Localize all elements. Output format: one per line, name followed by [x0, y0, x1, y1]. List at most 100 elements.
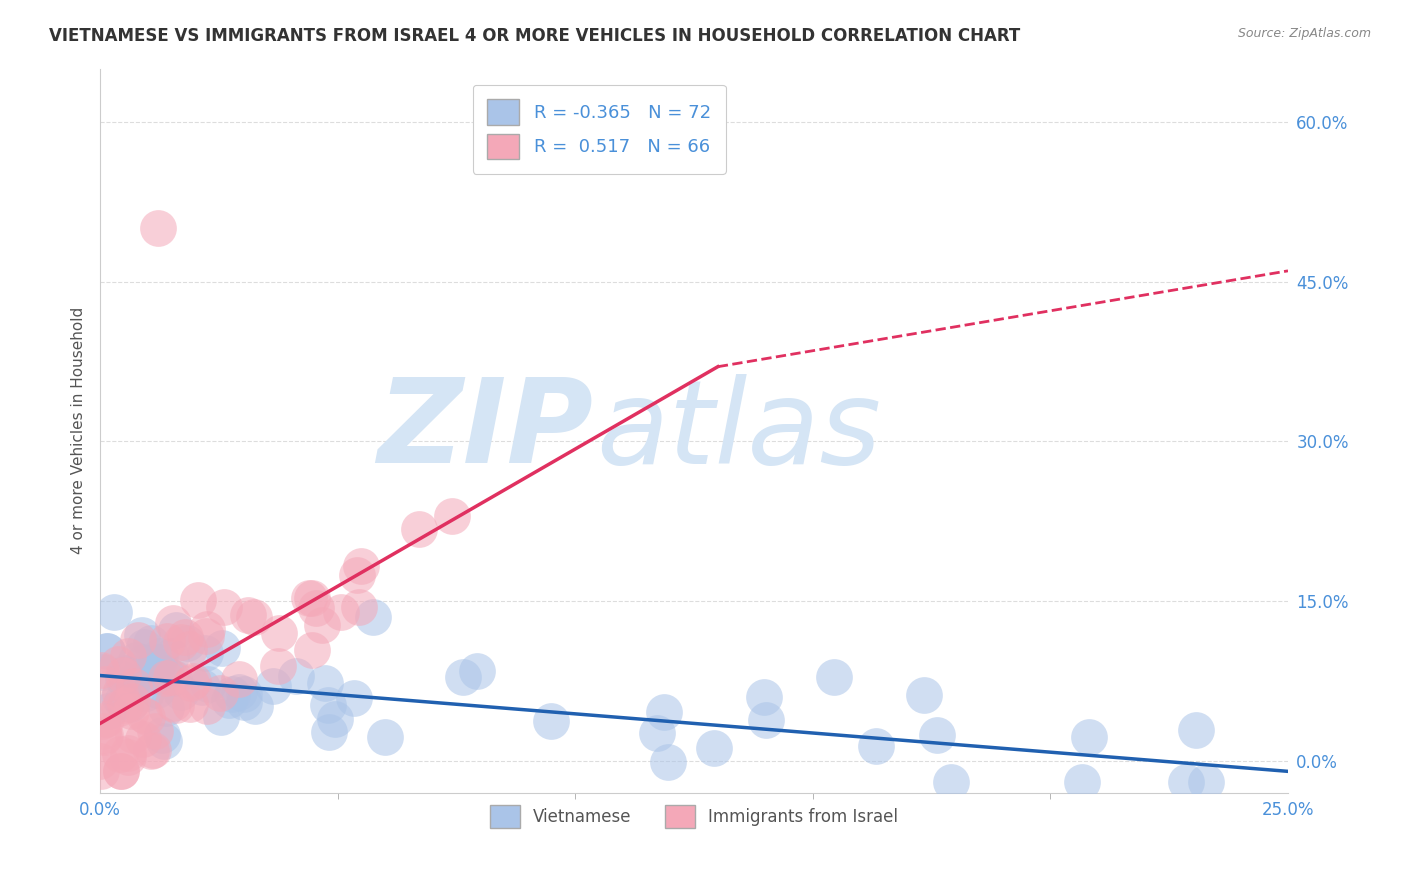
- Point: [143, 723, 166, 738]
- Point: [111, 694, 134, 708]
- Point: [267, 658, 290, 673]
- Point: [363, 609, 385, 624]
- Point: [121, 674, 143, 689]
- Point: [755, 713, 778, 727]
- Point: [233, 695, 256, 709]
- Point: [165, 698, 187, 713]
- Point: [221, 687, 243, 701]
- Point: [162, 696, 184, 710]
- Point: [94, 677, 117, 691]
- Point: [243, 610, 266, 624]
- Point: [160, 670, 183, 684]
- Point: [305, 601, 328, 615]
- Point: [150, 728, 173, 742]
- Point: [243, 698, 266, 713]
- Point: [117, 746, 139, 760]
- Point: [451, 670, 474, 684]
- Point: [465, 664, 488, 678]
- Point: [195, 623, 218, 637]
- Point: [267, 625, 290, 640]
- Point: [657, 755, 679, 769]
- Point: [149, 648, 172, 663]
- Point: [194, 629, 217, 643]
- Point: [118, 697, 141, 711]
- Point: [103, 605, 125, 619]
- Point: [114, 698, 136, 713]
- Point: [408, 522, 430, 536]
- Point: [156, 633, 179, 648]
- Point: [153, 734, 176, 748]
- Point: [218, 693, 240, 707]
- Point: [183, 673, 205, 688]
- Point: [197, 676, 219, 690]
- Point: [155, 671, 177, 685]
- Point: [155, 665, 177, 680]
- Point: [209, 709, 232, 723]
- Point: [143, 657, 166, 672]
- Point: [343, 691, 366, 706]
- Point: [110, 764, 132, 779]
- Point: [1071, 775, 1094, 789]
- Point: [94, 728, 117, 742]
- Point: [262, 679, 284, 693]
- Point: [180, 676, 202, 690]
- Point: [754, 690, 776, 704]
- Point: [1174, 775, 1197, 789]
- Point: [347, 599, 370, 614]
- Point: [96, 644, 118, 658]
- Point: [228, 672, 250, 686]
- Point: [89, 754, 111, 768]
- Point: [159, 649, 181, 664]
- Point: [176, 636, 198, 650]
- Point: [314, 675, 336, 690]
- Point: [301, 591, 323, 606]
- Point: [97, 704, 120, 718]
- Point: [122, 728, 145, 742]
- Text: Source: ZipAtlas.com: Source: ZipAtlas.com: [1237, 27, 1371, 40]
- Point: [297, 591, 319, 605]
- Point: [179, 698, 201, 712]
- Legend: Vietnamese, Immigrants from Israel: Vietnamese, Immigrants from Israel: [484, 798, 905, 835]
- Point: [301, 643, 323, 657]
- Point: [132, 731, 155, 746]
- Point: [108, 700, 131, 714]
- Point: [121, 694, 143, 708]
- Point: [125, 653, 148, 667]
- Point: [132, 640, 155, 654]
- Point: [173, 630, 195, 644]
- Point: [146, 221, 169, 235]
- Point: [94, 712, 117, 726]
- Point: [132, 708, 155, 723]
- Point: [284, 669, 307, 683]
- Point: [346, 567, 368, 582]
- Point: [927, 728, 949, 742]
- Point: [91, 665, 114, 679]
- Point: [823, 669, 845, 683]
- Point: [329, 605, 352, 619]
- Point: [90, 764, 112, 779]
- Point: [112, 668, 135, 682]
- Point: [117, 750, 139, 764]
- Point: [162, 616, 184, 631]
- Point: [233, 688, 256, 702]
- Point: [236, 608, 259, 623]
- Point: [912, 688, 935, 702]
- Point: [114, 666, 136, 681]
- Point: [1185, 723, 1208, 737]
- Point: [96, 644, 118, 658]
- Point: [191, 680, 214, 694]
- Point: [148, 655, 170, 669]
- Point: [131, 628, 153, 642]
- Point: [865, 739, 887, 753]
- Point: [652, 705, 675, 719]
- Point: [127, 633, 149, 648]
- Y-axis label: 4 or more Vehicles in Household: 4 or more Vehicles in Household: [72, 307, 86, 554]
- Point: [120, 704, 142, 718]
- Point: [211, 641, 233, 656]
- Point: [703, 740, 725, 755]
- Point: [187, 592, 209, 607]
- Point: [540, 714, 562, 728]
- Point: [1078, 730, 1101, 744]
- Point: [111, 672, 134, 686]
- Point: [165, 624, 187, 638]
